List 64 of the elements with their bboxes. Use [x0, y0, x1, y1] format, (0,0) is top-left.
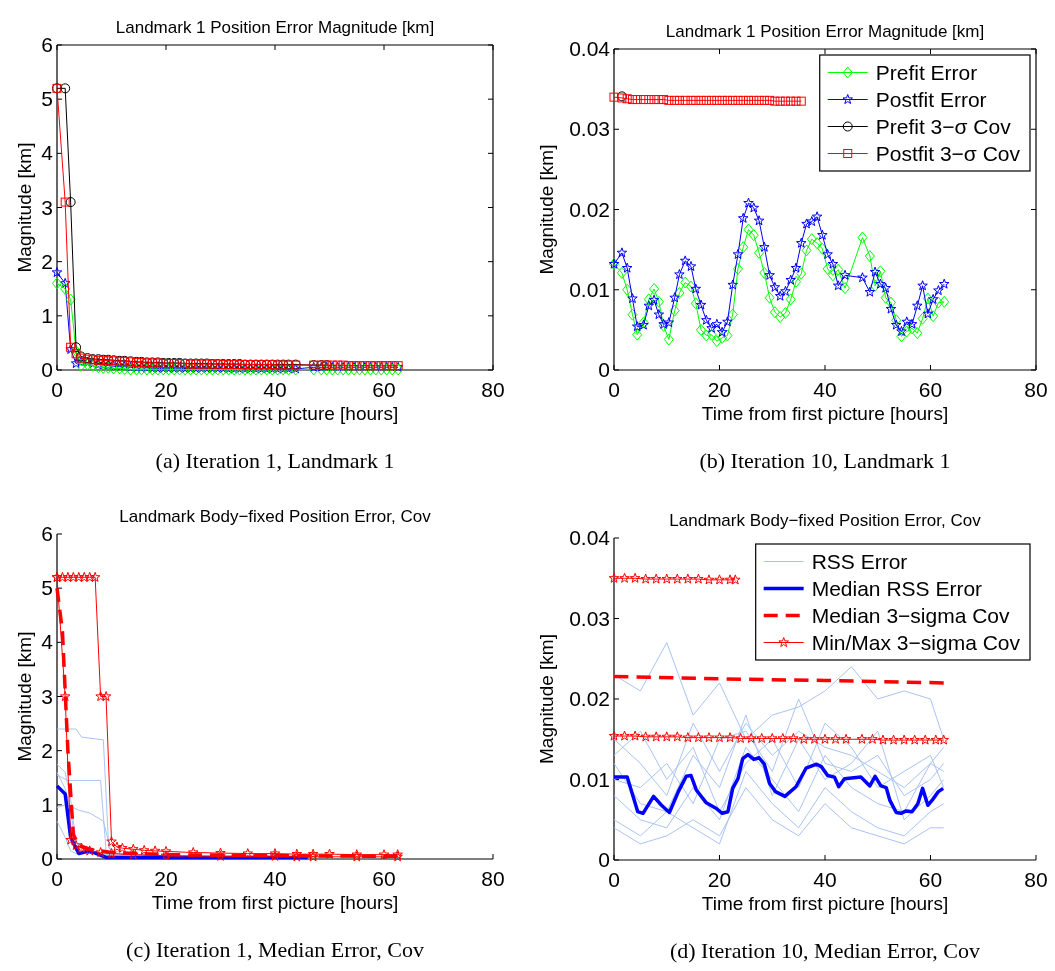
x-tick-label: 60: [918, 378, 943, 401]
y-tick-label: 0: [41, 358, 53, 381]
y-tick-label: 0.03: [569, 117, 610, 141]
chart-title: Landmark Body−fixed Position Error, Cov: [669, 511, 982, 530]
text: (c) Iteration 1, Median Error, Cov: [126, 937, 424, 962]
x-tick-label: 40: [813, 868, 837, 891]
x-tick-label: 80: [1024, 378, 1048, 401]
y-axis-title: Magnitude [km]: [14, 142, 36, 273]
y-tick-label: 0.04: [569, 526, 611, 549]
y-tick-label: 1: [41, 792, 53, 816]
y-axis-title: Magnitude [km]: [14, 631, 36, 762]
x-tick-label: 60: [918, 868, 943, 891]
legend-label: Median RSS Error: [811, 576, 983, 600]
y-tick-label: 0.03: [569, 606, 610, 630]
y-tick-label: 2: [41, 249, 53, 273]
y-tick-label: 6: [41, 33, 53, 56]
legend-label: Prefit 3−σ Cov: [875, 114, 1012, 138]
y-tick-label: 0: [598, 358, 610, 381]
legend-label: Postfit Error: [875, 87, 987, 111]
y-tick-label: 5: [41, 87, 53, 111]
legend-label: RSS Error: [811, 549, 908, 573]
legend-label: Min/Max 3−sigma Cov: [811, 630, 1021, 654]
y-axis-title: Magnitude [km]: [535, 634, 557, 764]
x-tick-label: 20: [154, 378, 178, 401]
x-tick-label: 40: [263, 867, 287, 890]
x-axis-title: Time from first picture [hours]: [701, 403, 949, 424]
y-tick-label: 0.02: [569, 197, 610, 221]
text: (a) Iteration 1, Landmark 1: [155, 448, 395, 473]
x-axis-title: Time from first picture [hours]: [151, 892, 399, 913]
y-tick-label: 3: [41, 195, 53, 219]
x-tick-label: 80: [481, 867, 505, 890]
x-tick-label: 60: [372, 378, 396, 401]
y-tick-label: 0.02: [569, 687, 610, 710]
y-tick-label: 2: [41, 738, 53, 762]
x-axis-title: Time from first picture [hours]: [151, 403, 399, 424]
y-tick-label: 4: [41, 141, 54, 165]
x-tick-label: 40: [263, 378, 287, 401]
text: (b) Iteration 10, Landmark 1: [699, 448, 951, 473]
x-tick-label: 40: [813, 378, 837, 401]
y-axis-title: Magnitude [km]: [535, 144, 557, 275]
y-tick-label: 5: [41, 576, 53, 600]
x-tick-label: 20: [154, 867, 178, 890]
legend-label: Median 3−sigma Cov: [811, 603, 1011, 627]
x-tick-label: 80: [481, 378, 505, 401]
y-tick-label: 0.01: [569, 277, 610, 301]
x-tick-label: 20: [707, 378, 732, 401]
y-tick-label: 0: [41, 847, 53, 870]
y-tick-label: 6: [41, 522, 53, 545]
legend-label: Prefit Error: [875, 60, 978, 84]
y-tick-label: 1: [41, 303, 53, 327]
x-tick-label: 80: [1024, 868, 1048, 891]
text: (d) Iteration 10, Median Error, Cov: [669, 938, 981, 963]
x-tick-label: 60: [372, 867, 396, 890]
chart-title: Landmark 1 Position Error Magnitude [km]: [115, 18, 435, 37]
chart-title: Landmark Body−fixed Position Error, Cov: [119, 507, 432, 526]
x-tick-label: 20: [707, 868, 732, 891]
y-tick-label: 0.04: [569, 37, 611, 60]
y-tick-label: 3: [41, 684, 53, 708]
x-axis-title: Time from first picture [hours]: [701, 893, 949, 914]
y-tick-label: 0.01: [569, 767, 610, 791]
legend-label: Postfit 3−σ Cov: [875, 141, 1021, 165]
y-tick-label: 4: [41, 630, 54, 654]
y-tick-label: 0: [598, 848, 610, 871]
chart-title: Landmark 1 Position Error Magnitude [km]: [665, 22, 985, 41]
